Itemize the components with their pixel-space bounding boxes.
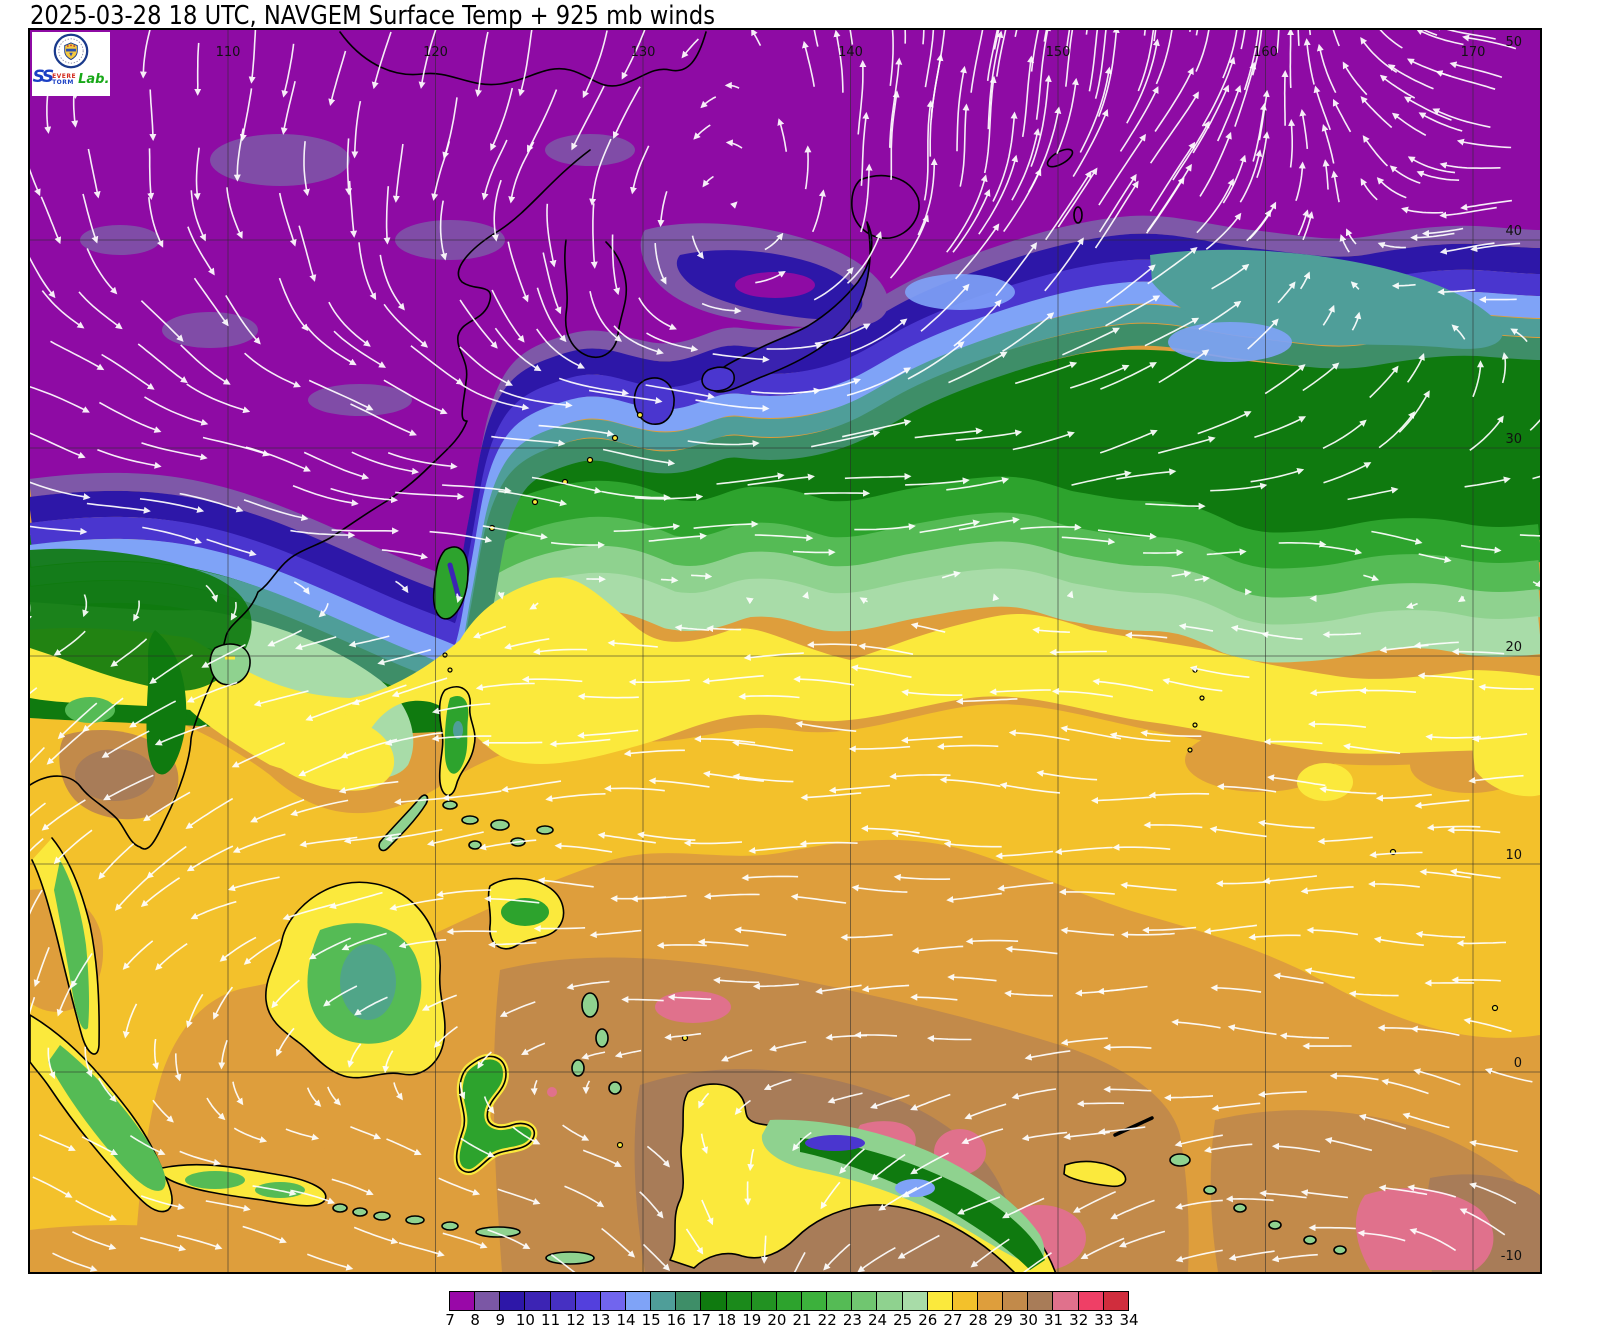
colorbar-cell-17 — [700, 1291, 727, 1311]
colorbar-cell-21 — [800, 1291, 828, 1311]
weather-map: 110 120 130 140 150 160 170 50 40 30 20 10 0 -10 — [28, 28, 1542, 1274]
colorbar-tick-14: 14 — [616, 1311, 636, 1329]
logo-s1: S — [32, 67, 45, 87]
colorbar-tick-13: 13 — [591, 1311, 611, 1329]
logo-severe: EVERE — [52, 73, 77, 80]
temperature-shading — [30, 30, 1540, 1272]
colorbar-cell-28 — [976, 1291, 1004, 1311]
colorbar-tick-11: 11 — [541, 1311, 561, 1329]
lon-label-110: 110 — [216, 45, 241, 60]
wind-streamlines — [30, 30, 1540, 1272]
colorbar-tick-17: 17 — [691, 1311, 712, 1329]
colorbar-cell-7 — [449, 1291, 476, 1311]
colorbar-tick-12: 12 — [566, 1311, 586, 1329]
colorbar-cell-19 — [750, 1291, 777, 1311]
colorbar-tick-8: 8 — [470, 1311, 480, 1329]
colorbar-cell-32 — [1077, 1291, 1104, 1311]
colorbar-tick-18: 18 — [717, 1311, 737, 1329]
colorbar-cell-29 — [1002, 1291, 1029, 1311]
colorbar-cell-15 — [650, 1291, 677, 1311]
colorbar-tick-30: 30 — [1018, 1311, 1038, 1329]
colorbar-cell-31 — [1052, 1291, 1079, 1311]
colorbar-cell-20 — [775, 1291, 802, 1311]
map-canvas: 110 120 130 140 150 160 170 50 40 30 20 10 0 -10 — [30, 30, 1540, 1272]
colorbar-cell-13 — [599, 1291, 626, 1311]
logo-lab: Lab. — [78, 72, 110, 87]
lat-label-40: 40 — [1505, 224, 1522, 239]
colorbar-tick-26: 26 — [918, 1311, 938, 1329]
colorbar-cell-24 — [876, 1291, 903, 1311]
colorbar-tick-22: 22 — [817, 1311, 837, 1329]
colorbar-tick-27: 27 — [943, 1311, 963, 1329]
colorbar-tick-34: 34 — [1119, 1311, 1139, 1329]
colorbar-tick-29: 29 — [993, 1311, 1013, 1329]
colorbar-cell-27 — [951, 1291, 978, 1311]
temperature-colorbar — [449, 1291, 1129, 1311]
lat-label-10: 10 — [1505, 848, 1522, 863]
colorbar-cell-30 — [1027, 1291, 1054, 1311]
lon-label-170: 170 — [1461, 45, 1486, 60]
colorbar-tick-31: 31 — [1044, 1311, 1064, 1329]
colorbar-tick-32: 32 — [1069, 1311, 1089, 1329]
colorbar-cell-22 — [826, 1291, 853, 1311]
lat-label--10: -10 — [1501, 1249, 1522, 1264]
colorbar-cell-11 — [549, 1291, 576, 1311]
colorbar-tick-16: 16 — [666, 1311, 686, 1329]
colorbar-tick-7: 7 — [445, 1311, 455, 1329]
lat-label-20: 20 — [1505, 640, 1522, 655]
colorbar-cell-33 — [1102, 1291, 1129, 1311]
colorbar-tick-28: 28 — [968, 1311, 988, 1329]
colorbar-cell-16 — [675, 1291, 702, 1311]
colorbar-cell-8 — [474, 1291, 501, 1311]
colorbar-tick-20: 20 — [767, 1311, 787, 1329]
colorbar-tick-10: 10 — [515, 1311, 535, 1329]
logo-s2: S — [41, 67, 54, 87]
lat-label-50: 50 — [1505, 35, 1522, 50]
colorbar-tick-24: 24 — [867, 1311, 888, 1329]
colorbar-cell-12 — [574, 1291, 601, 1311]
colorbar-tick-21: 21 — [792, 1311, 812, 1329]
colorbar-cell-26 — [926, 1291, 953, 1311]
colorbar-cell-23 — [851, 1291, 878, 1311]
colorbar-tick-23: 23 — [842, 1311, 862, 1329]
university-seal-icon — [53, 33, 89, 69]
lat-lon-grid — [30, 30, 1540, 1272]
colorbar-tick-15: 15 — [641, 1311, 661, 1329]
colorbar-cell-25 — [901, 1291, 928, 1311]
severe-storm-lab-logo: S S EVERE TORM Lab. — [32, 32, 110, 96]
colorbar-cell-9 — [499, 1291, 526, 1311]
colorbar-tick-33: 33 — [1094, 1311, 1114, 1329]
colorbar-tick-19: 19 — [742, 1311, 762, 1329]
colorbar-tick-25: 25 — [893, 1311, 913, 1329]
lon-label-160: 160 — [1253, 45, 1278, 60]
grid-labels: 110 120 130 140 150 160 170 50 40 30 20 10 0 -10 — [216, 35, 1522, 1264]
lon-label-130: 130 — [631, 45, 656, 60]
colorbar-tick-labels: 7 8 9 10 11 12 13 14 15 16 17 18 19 20 21 22 23 24 25 26 27 2… — [445, 1311, 1138, 1333]
page-title: 2025-03-28 18 UTC, NAVGEM Surface Temp +… — [30, 1, 715, 31]
colorbar-cell-10 — [524, 1291, 551, 1311]
lat-label-30: 30 — [1505, 432, 1522, 447]
lon-label-120: 120 — [423, 45, 448, 60]
logo-storm: TORM — [52, 79, 74, 86]
lon-label-140: 140 — [838, 45, 863, 60]
lat-label-0: 0 — [1514, 1056, 1522, 1071]
colorbar-cell-18 — [725, 1291, 752, 1311]
colorbar-cell-14 — [624, 1291, 652, 1311]
lon-label-150: 150 — [1046, 45, 1071, 60]
colorbar-tick-9: 9 — [495, 1311, 506, 1329]
logo-wordmark: S S EVERE TORM Lab. — [32, 67, 110, 87]
